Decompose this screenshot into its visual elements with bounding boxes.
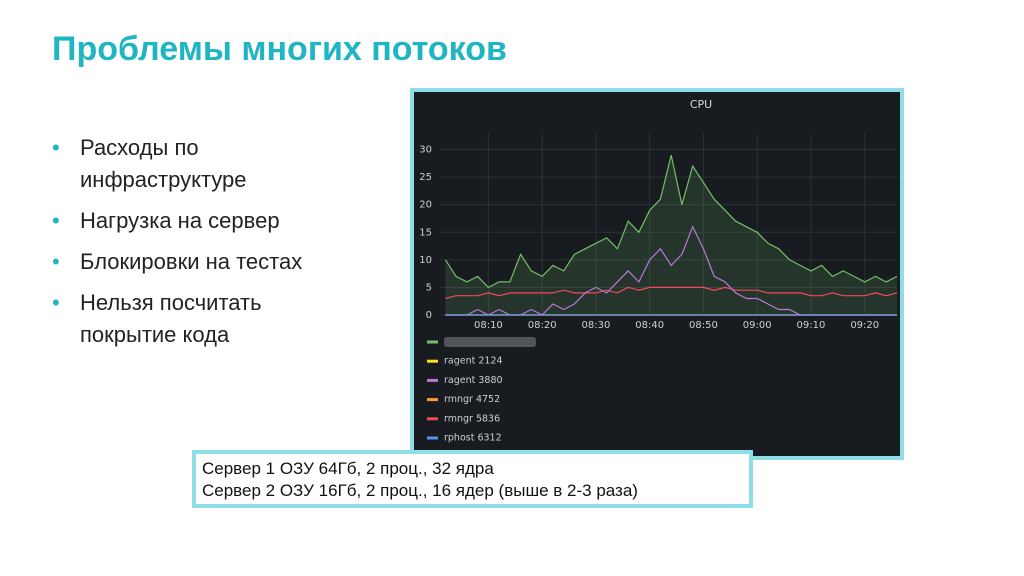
- note-line: Сервер 1 ОЗУ 64Гб, 2 проц., 32 ядра: [202, 459, 494, 478]
- legend-label: rphost 6312: [444, 433, 502, 444]
- y-tick-label: 5: [426, 282, 432, 293]
- slide-title: Проблемы многих потоков: [52, 30, 507, 68]
- bullet: Нагрузка на сервер: [52, 205, 392, 237]
- bullet-text: Нагрузка на сервер: [80, 208, 280, 233]
- y-tick-label: 30: [419, 145, 432, 156]
- bullet-text: покрытие кода: [80, 322, 230, 347]
- note-line: Сервер 2 ОЗУ 16Гб, 2 проц., 16 ядер (выш…: [202, 481, 638, 500]
- legend-blurred-name: [444, 337, 536, 347]
- legend-label: rmngr 5836: [444, 413, 500, 424]
- bullet: Блокировки на тестах: [52, 246, 392, 278]
- x-tick-label: 09:10: [797, 320, 826, 331]
- y-tick-label: 25: [419, 172, 432, 183]
- legend-label: ragent 3880: [444, 375, 503, 386]
- series-line: [444, 154, 898, 289]
- bullet-text: Нельзя посчитать: [80, 290, 262, 315]
- x-tick-label: 09:20: [850, 320, 879, 331]
- chart-title: CPU: [690, 98, 712, 111]
- y-tick-label: 20: [419, 200, 432, 211]
- bullet: Расходы по инфраструктуре: [52, 132, 392, 196]
- panel: [410, 88, 904, 460]
- x-tick-label: 08:50: [689, 320, 718, 331]
- bullet: Нельзя посчитать покрытие кода: [52, 287, 392, 351]
- series-line: [445, 286, 898, 300]
- chart: CPU 0 5 10 15 20 25 30 08:10 08:20 08:30 08:40 08:5…: [410, 88, 904, 460]
- legend-label: ragent 2124: [444, 356, 503, 367]
- x-tick-label: 08:10: [474, 320, 503, 331]
- x-tick-label: 08:30: [582, 320, 611, 331]
- bullet-text: Расходы по: [80, 135, 199, 160]
- bullet-text: инфраструктуре: [80, 167, 247, 192]
- legend-label: rmngr 4752: [444, 394, 500, 405]
- bullet-text: Блокировки на тестах: [80, 249, 303, 274]
- y-tick-label: 10: [419, 255, 432, 266]
- x-tick-label: 08:40: [635, 320, 664, 331]
- x-tick-label: 09:00: [743, 320, 772, 331]
- bullet-list: Расходы по инфраструктуре Нагрузка на серв…: [52, 132, 392, 360]
- series-area: [445, 155, 897, 315]
- y-tick-label: 15: [419, 227, 432, 238]
- y-tick-label: 0: [426, 310, 432, 321]
- note-box: Сервер 1 ОЗУ 64Гб, 2 проц., 32 ядра Серве…: [192, 450, 753, 508]
- x-tick-label: 08:20: [528, 320, 557, 331]
